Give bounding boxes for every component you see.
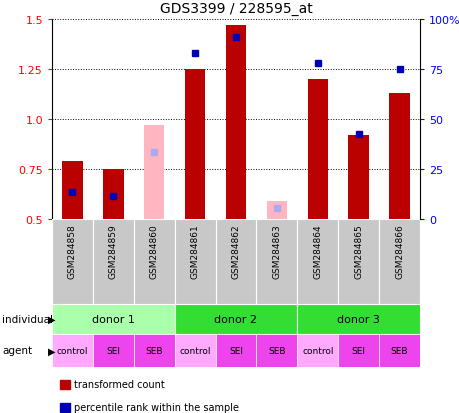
Bar <box>388 94 409 219</box>
Text: GSM284859: GSM284859 <box>109 224 118 278</box>
Bar <box>174 334 215 367</box>
Text: agent: agent <box>2 346 32 356</box>
Bar <box>93 334 134 367</box>
Bar <box>185 70 205 219</box>
Text: GSM284866: GSM284866 <box>394 224 403 278</box>
Bar <box>297 334 337 367</box>
Bar <box>215 334 256 367</box>
Text: donor 2: donor 2 <box>214 314 257 324</box>
Bar <box>62 161 83 219</box>
Bar <box>52 219 93 304</box>
Bar <box>93 219 134 304</box>
Text: SEB: SEB <box>145 346 162 355</box>
Bar <box>378 334 419 367</box>
Bar <box>347 136 368 219</box>
Text: SEI: SEI <box>106 346 120 355</box>
Bar <box>134 334 174 367</box>
Text: GSM284862: GSM284862 <box>231 224 240 278</box>
Text: individual: individual <box>2 314 53 324</box>
Bar <box>297 304 419 334</box>
Bar <box>103 170 123 219</box>
Text: donor 3: donor 3 <box>336 314 379 324</box>
Text: control: control <box>302 346 333 355</box>
Text: transformed count: transformed count <box>73 379 164 389</box>
Bar <box>307 80 327 219</box>
Text: GSM284858: GSM284858 <box>68 224 77 278</box>
Bar <box>337 334 378 367</box>
Text: SEB: SEB <box>268 346 285 355</box>
Text: donor 1: donor 1 <box>92 314 134 324</box>
Text: SEI: SEI <box>229 346 242 355</box>
Bar <box>215 219 256 304</box>
Bar <box>225 26 246 219</box>
Bar <box>174 304 297 334</box>
Bar <box>337 219 378 304</box>
Bar <box>52 334 93 367</box>
Text: SEI: SEI <box>351 346 365 355</box>
Bar <box>256 334 297 367</box>
Text: SEB: SEB <box>390 346 408 355</box>
Bar <box>144 126 164 219</box>
Title: GDS3399 / 228595_at: GDS3399 / 228595_at <box>159 2 312 16</box>
Bar <box>297 219 337 304</box>
Bar <box>134 219 174 304</box>
Text: ▶: ▶ <box>48 314 56 324</box>
Text: GSM284863: GSM284863 <box>272 224 281 278</box>
Text: GSM284861: GSM284861 <box>190 224 199 278</box>
Text: percentile rank within the sample: percentile rank within the sample <box>73 402 238 412</box>
Text: control: control <box>179 346 210 355</box>
Text: ▶: ▶ <box>48 346 56 356</box>
Bar <box>174 219 215 304</box>
Bar <box>266 202 286 219</box>
Text: control: control <box>56 346 88 355</box>
Text: GSM284865: GSM284865 <box>353 224 362 278</box>
Text: GSM284864: GSM284864 <box>313 224 322 278</box>
Bar <box>52 304 174 334</box>
Bar <box>256 219 297 304</box>
Bar <box>378 219 419 304</box>
Text: GSM284860: GSM284860 <box>149 224 158 278</box>
